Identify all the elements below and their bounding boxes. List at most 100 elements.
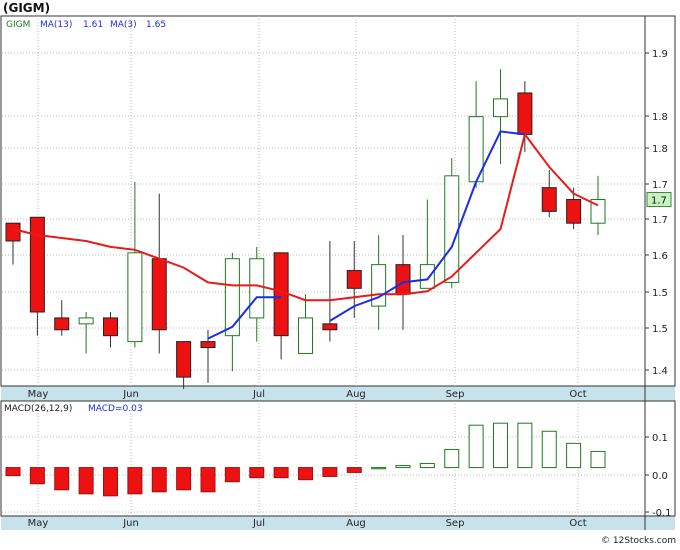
macd-x-tick-label: Jul (252, 518, 265, 529)
macd-x-axis-band (1, 516, 675, 530)
candle-body-down (54, 317, 70, 331)
candle (29, 216, 45, 336)
candle (493, 69, 508, 164)
macd-x-tick-label: Sep (446, 518, 465, 529)
candle-body-down (322, 323, 338, 331)
legend-ma3-value: 1.65 (146, 20, 166, 30)
candle-body-down (29, 216, 45, 313)
candle-body-down (541, 187, 557, 212)
price-y-tick-label: 1.5 (652, 324, 668, 335)
candle (200, 329, 216, 384)
last-price-label: 1.7 (651, 196, 667, 207)
legend-symbol: GIGM (6, 20, 30, 30)
candle-body-down (103, 317, 118, 337)
candle-body-down (346, 270, 362, 289)
candle-body-down (200, 341, 216, 349)
macd-bar-positive (444, 448, 460, 469)
macd-bar-negative (200, 467, 216, 493)
candle (78, 312, 94, 354)
price-x-axis-band (1, 386, 675, 401)
macd-bar-negative (346, 467, 362, 473)
price-y-tick-label: 1.7 (652, 180, 668, 191)
candle-body-up (493, 98, 508, 118)
footer-credit: © 12Stocks.com (601, 536, 676, 546)
candle (127, 181, 143, 348)
price-x-tick-label: May (28, 389, 49, 400)
legend-ma3-label: MA(3) (110, 20, 137, 30)
macd-bar-positive (468, 424, 484, 469)
candle-body-down (5, 222, 21, 242)
macd-bar-negative (54, 467, 70, 491)
candle (298, 294, 313, 354)
candle (176, 341, 192, 389)
price-y-tick-label: 1.8 (652, 144, 668, 155)
candle (249, 246, 265, 342)
candle (224, 252, 240, 372)
candle (541, 169, 557, 218)
price-x-tick-label: Jul (252, 389, 265, 400)
macd-bar-negative (249, 467, 265, 479)
price-y-tick-label: 1.6 (652, 251, 668, 262)
legend-ma13-value: 1.61 (83, 20, 103, 30)
macd-x-tick-label: Oct (569, 518, 586, 529)
macd-bar-negative (322, 467, 338, 477)
candle-body-up (127, 252, 143, 343)
price-y-tick-label: 1.8 (652, 112, 668, 123)
macd-bar-negative (151, 467, 167, 493)
macd-bar-positive (541, 430, 557, 469)
macd-bar-negative (5, 467, 21, 477)
macd-bar-negative (29, 467, 45, 485)
candle-body-up (590, 199, 606, 224)
candle (273, 252, 289, 360)
macd-bar-positive (419, 463, 435, 469)
price-x-tick-label: Aug (346, 389, 366, 400)
candle-layer (5, 69, 606, 389)
last-price-badge (646, 192, 672, 208)
price-x-tick-label: Oct (569, 389, 586, 400)
chart-title: (GIGM) (3, 1, 50, 15)
candle-body-down (566, 199, 582, 224)
macd-value-label: MACD=0.03 (88, 404, 143, 414)
macd-y-tick-label: 0.1 (652, 433, 668, 444)
legend-ma13-label: MA(13) (40, 20, 72, 30)
macd-bar-positive (371, 467, 387, 470)
price-y-tick-label: 1.5 (652, 288, 668, 299)
price-x-tick-label: Sep (446, 389, 465, 400)
candle-body-up (78, 317, 94, 325)
price-y-tick-label: 1.9 (652, 49, 668, 60)
candle (322, 240, 338, 342)
macd-bar-positive (590, 450, 606, 469)
macd-bar-negative (176, 467, 192, 491)
candle (419, 199, 435, 289)
candle (517, 81, 533, 153)
macd-y-tick-label: -0.1 (652, 508, 672, 519)
candle-body-up (298, 317, 313, 354)
axis-label-layer: May May Jun Jun Jul Jul Aug Aug Sep Sep Oct Oct 1.4 1… (28, 49, 672, 529)
candle (103, 312, 118, 348)
ma13-line (12, 132, 599, 302)
macd-bar-positive (395, 465, 411, 469)
candle-body-down (517, 92, 533, 135)
price-y-tick-label: 1.7 (652, 215, 668, 226)
candle (468, 81, 484, 188)
candle-body-up (249, 258, 265, 319)
moving-average-layer (12, 130, 599, 340)
candle-body-up (224, 258, 240, 337)
candle-body-up (444, 175, 460, 283)
macd-bar-negative (103, 467, 118, 497)
candle (444, 158, 460, 289)
macd-y-tick-label: 0.0 (652, 471, 668, 482)
macd-label: MACD(26,12,9) (4, 404, 72, 414)
macd-bar-positive (493, 422, 508, 469)
macd-x-tick-label: Aug (346, 518, 366, 529)
ma3-line (207, 130, 526, 340)
macd-bar-layer (5, 422, 606, 497)
candle-body-down (273, 252, 289, 337)
macd-bar-negative (127, 467, 143, 495)
candle-body-down (151, 258, 167, 331)
price-y-tick-label: 1.4 (652, 366, 668, 377)
macd-bar-positive (517, 422, 533, 469)
candle-body-down (395, 264, 411, 295)
